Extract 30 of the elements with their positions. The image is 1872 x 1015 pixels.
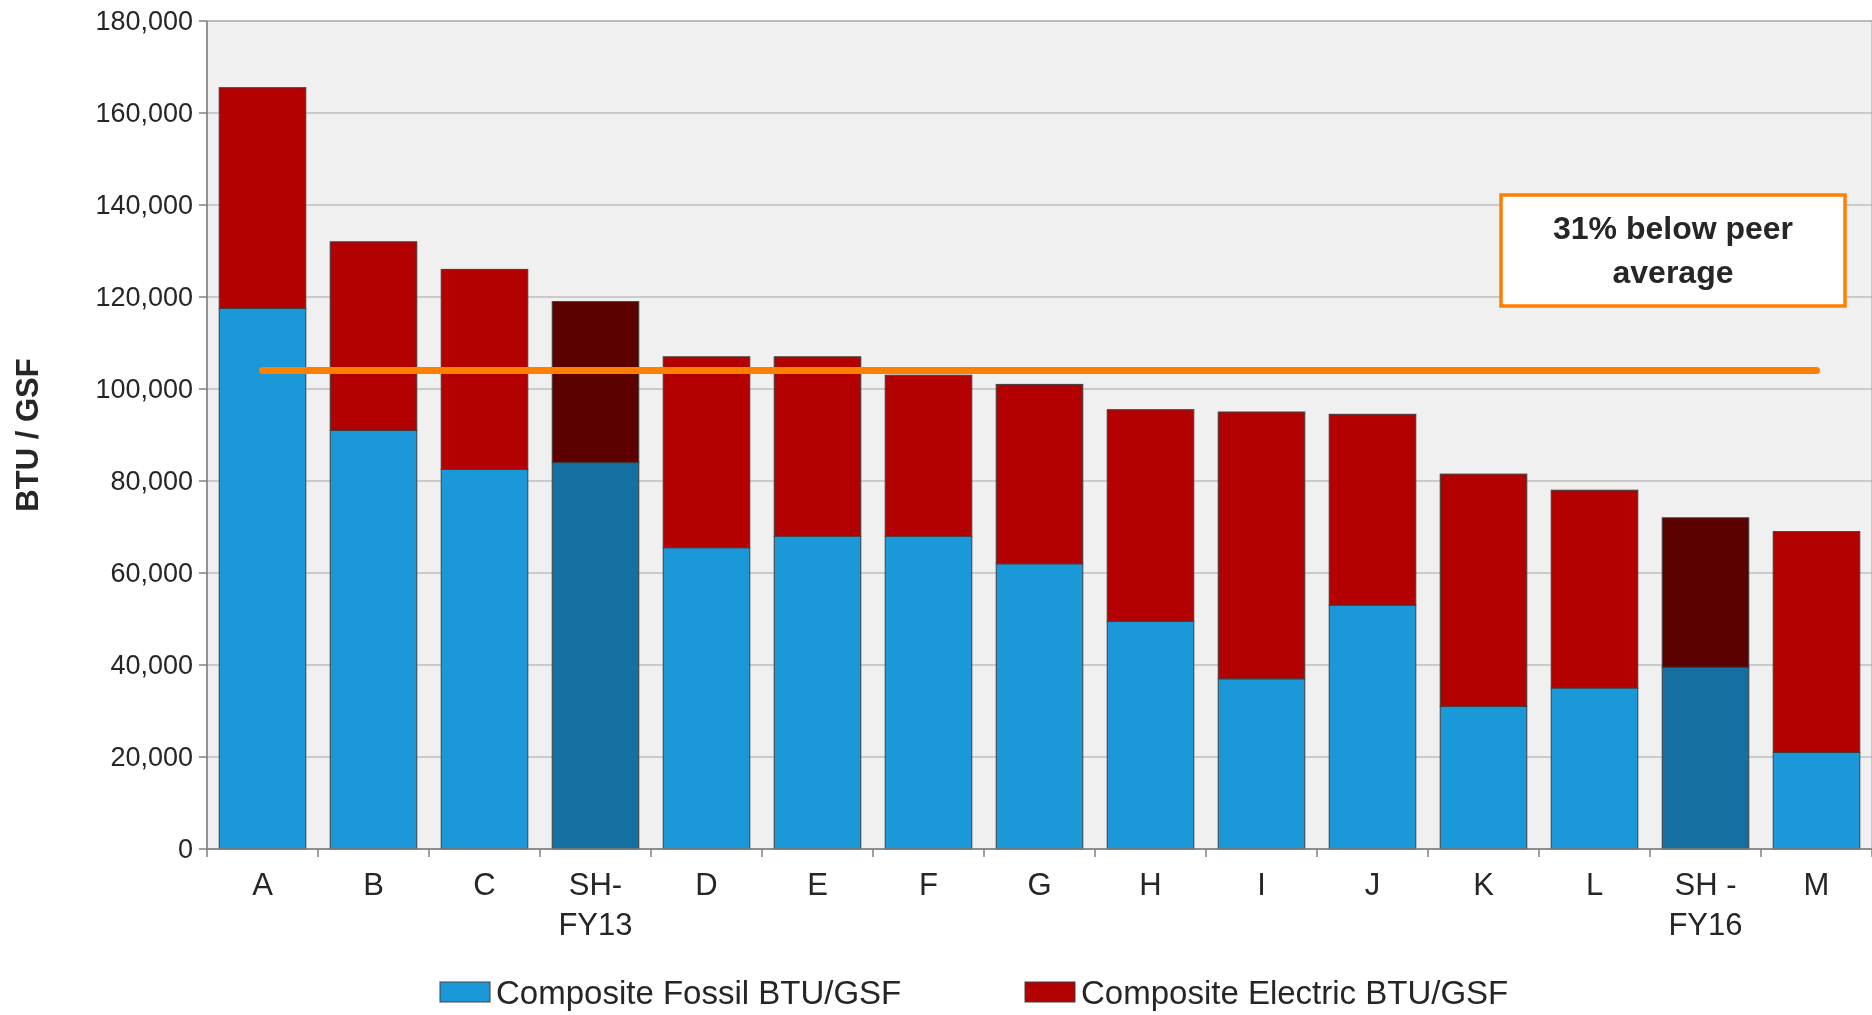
y-tick-label: 140,000 bbox=[95, 190, 193, 221]
note-box: 31% below peer average bbox=[1499, 193, 1847, 308]
x-tick-label: F bbox=[919, 867, 938, 902]
x-tick-label: D bbox=[695, 867, 718, 902]
x-tick-label: J bbox=[1364, 867, 1381, 902]
legend-label: Composite Electric BTU/GSF bbox=[1081, 973, 1509, 1011]
x-tick-label: B bbox=[363, 867, 384, 902]
annotation: 31% below peer average bbox=[1552, 210, 1794, 290]
x-tick-label: E bbox=[807, 867, 828, 902]
x-tick-label: A bbox=[252, 867, 274, 902]
x-tick-label: C bbox=[473, 867, 496, 902]
y-axis-title: BTU / GSF bbox=[10, 358, 45, 512]
x-tick-label: H bbox=[1139, 867, 1162, 902]
x-tick-label: I bbox=[1257, 867, 1266, 902]
y-tick-label: 100,000 bbox=[95, 374, 193, 405]
y-tick-label: 60,000 bbox=[110, 558, 193, 589]
y-tick-label: 20,000 bbox=[110, 742, 193, 773]
y-tick-label: 120,000 bbox=[95, 282, 193, 313]
x-tick-label: SH - FY16 bbox=[1668, 867, 1743, 942]
x-tick-label: L bbox=[1585, 867, 1604, 902]
legend-label: Composite Fossil BTU/GSF bbox=[496, 973, 902, 1011]
y-tick-label: 0 bbox=[177, 834, 193, 865]
x-tick-label: SH-FY13 bbox=[558, 867, 633, 942]
y-tick-label: 80,000 bbox=[110, 466, 193, 497]
y-tick-label: 180,000 bbox=[95, 6, 193, 37]
y-tick-label: 160,000 bbox=[95, 98, 193, 129]
x-tick-label: G bbox=[1027, 867, 1052, 902]
x-tick-label: M bbox=[1803, 867, 1830, 902]
x-tick-label: K bbox=[1473, 867, 1495, 902]
y-tick-label: 40,000 bbox=[110, 650, 193, 681]
